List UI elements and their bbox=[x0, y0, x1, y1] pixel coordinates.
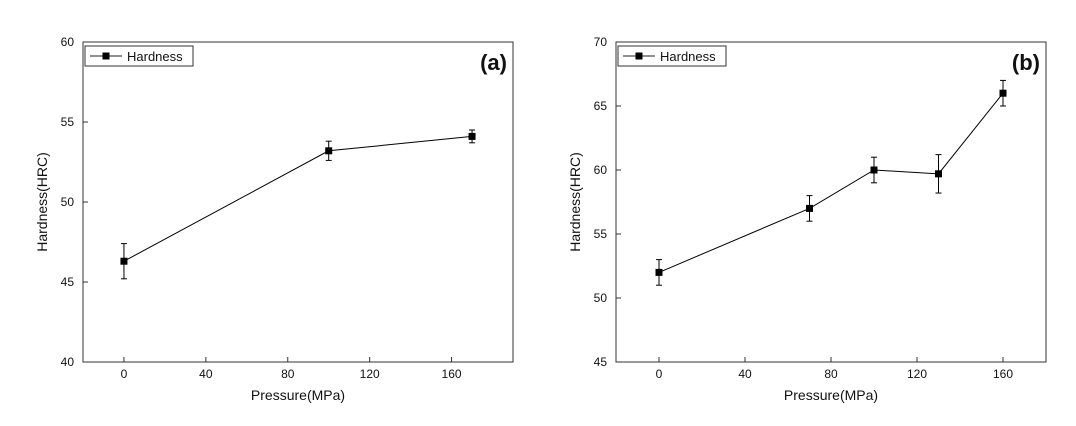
legend: Hardness bbox=[84, 45, 194, 67]
x-tick-label: 120 bbox=[907, 367, 927, 381]
x-axis-label: Pressure(MPa) bbox=[251, 387, 345, 403]
axes: 0 40 80 120 160 40 45 50 55 60 bbox=[61, 35, 462, 381]
data-point bbox=[999, 89, 1007, 97]
x-tick-label: 160 bbox=[442, 367, 462, 381]
y-tick-label: 70 bbox=[594, 35, 608, 49]
y-tick-label: 45 bbox=[594, 355, 608, 369]
data-point bbox=[120, 257, 128, 265]
data-point bbox=[870, 166, 878, 174]
y-tick-label: 50 bbox=[594, 291, 608, 305]
x-axis-label: Pressure(MPa) bbox=[784, 387, 878, 403]
y-axis-label: Hardness(HRC) bbox=[567, 152, 583, 252]
y-tick-label: 45 bbox=[61, 275, 75, 289]
x-tick-label: 40 bbox=[738, 367, 752, 381]
legend-box bbox=[84, 45, 194, 67]
chart-panel-a: 0 40 80 120 160 40 45 50 55 60 Hardness (a) Press… bbox=[34, 35, 514, 403]
x-tick-label: 120 bbox=[360, 367, 380, 381]
legend-box bbox=[617, 45, 727, 67]
series-line bbox=[123, 135, 473, 262]
x-tick-label: 40 bbox=[199, 367, 213, 381]
x-tick-label: 160 bbox=[993, 367, 1013, 381]
y-tick-label: 50 bbox=[61, 195, 75, 209]
legend-marker bbox=[635, 52, 643, 60]
data-point bbox=[655, 268, 663, 276]
series-layer bbox=[655, 79, 1007, 286]
chart-panel-b: 0 40 80 120 160 45 50 55 60 65 70 Hardness (b) Pre… bbox=[567, 35, 1047, 403]
data-point bbox=[935, 170, 942, 178]
x-tick-label: 80 bbox=[824, 367, 838, 381]
y-tick-label: 55 bbox=[594, 227, 608, 241]
x-tick-label: 0 bbox=[121, 367, 128, 381]
panel-label: (b) bbox=[1012, 50, 1040, 75]
y-tick-label: 55 bbox=[61, 115, 75, 129]
plot-frame bbox=[82, 41, 514, 363]
series-line bbox=[658, 92, 1004, 273]
axes: 0 40 80 120 160 45 50 55 60 65 70 bbox=[594, 35, 1014, 381]
y-axis-label: Hardness(HRC) bbox=[34, 152, 50, 252]
legend-marker bbox=[102, 52, 110, 60]
y-tick-label: 40 bbox=[61, 355, 75, 369]
legend: Hardness bbox=[617, 45, 727, 67]
legend-label: Hardness bbox=[127, 49, 183, 64]
data-point bbox=[468, 132, 476, 140]
series-layer bbox=[120, 129, 476, 280]
x-tick-label: 80 bbox=[281, 367, 295, 381]
panel-label: (a) bbox=[480, 50, 507, 75]
y-tick-label: 65 bbox=[594, 99, 608, 113]
data-point bbox=[806, 204, 813, 212]
legend-label: Hardness bbox=[660, 49, 716, 64]
x-tick-label: 0 bbox=[656, 367, 663, 381]
y-tick-label: 60 bbox=[594, 163, 608, 177]
y-tick-label: 60 bbox=[61, 35, 75, 49]
plot-frame bbox=[615, 41, 1047, 363]
data-point bbox=[325, 147, 333, 155]
